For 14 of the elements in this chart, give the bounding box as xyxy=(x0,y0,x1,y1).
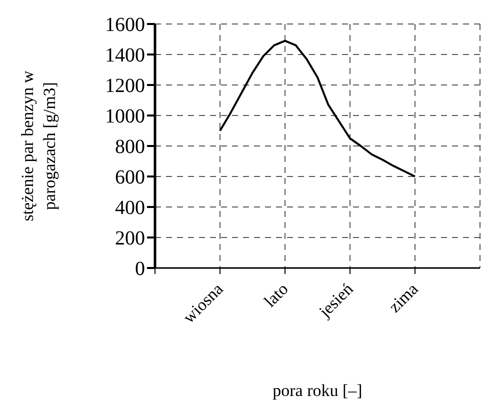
y-axis-title: stężenie par benzyn w parogazach [g/m3] xyxy=(18,70,59,222)
y-tick-label: 0 xyxy=(135,258,145,280)
y-tick-label: 1000 xyxy=(105,106,145,128)
x-tick-label: zima xyxy=(385,279,422,316)
y-tick-label: 1400 xyxy=(105,44,145,67)
y-tick-label: 1200 xyxy=(105,75,145,98)
y-tick-label: 400 xyxy=(115,197,145,220)
line-series xyxy=(219,40,416,178)
y-tick-label: 800 xyxy=(115,136,145,158)
y-tick-label: 200 xyxy=(115,228,145,250)
x-axis-title: pora roku [–] xyxy=(272,381,362,400)
y-tick-label: 1600 xyxy=(105,14,145,36)
y-tick-label: 600 xyxy=(115,166,145,189)
x-tick-label: lato xyxy=(260,279,292,311)
